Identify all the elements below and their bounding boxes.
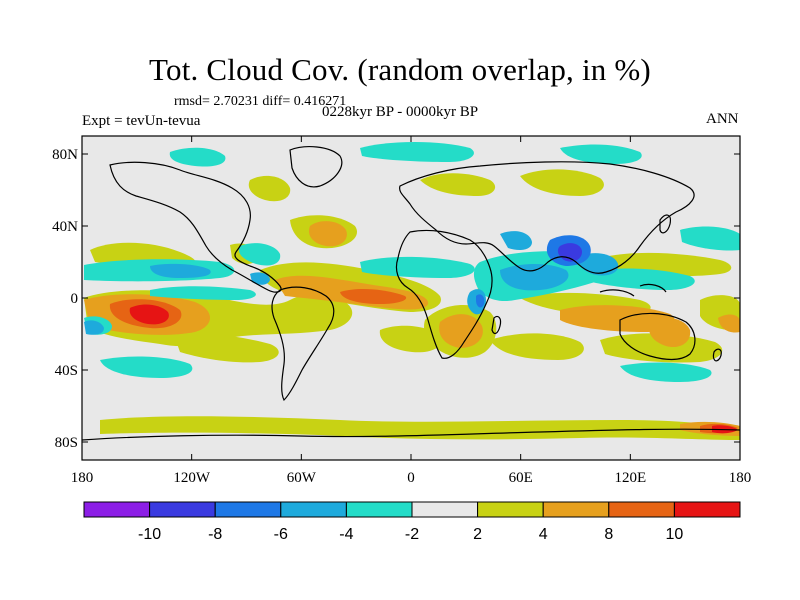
colorbar-swatch [477, 501, 544, 518]
contour-yellow-antarctic-band [100, 416, 740, 440]
contour-cyan-west-pacific [590, 268, 695, 290]
colorbar-swatch [411, 501, 479, 518]
experiment-label: Expt = tevUn-tevua [82, 113, 201, 129]
x-tick-label: 180 [71, 470, 94, 486]
contour-cyan-equatorial-pacific [150, 286, 256, 300]
coastline-antarctica [82, 428, 740, 441]
coastline-australia [619, 312, 696, 361]
colorbar-swatch [149, 501, 216, 518]
rmsd-diff-stats: rmsd= 2.70231 diff= 0.416271 [174, 94, 347, 109]
colorbar-label: 2 [473, 526, 482, 543]
contour-cyan-east-pacific-far [680, 226, 740, 251]
coastline-eurasia [399, 161, 695, 274]
x-tick-label: 60W [287, 470, 317, 486]
x-tick-label: 180 [729, 470, 752, 486]
coastline-north-america [109, 161, 282, 293]
contour-orange-south-indian [560, 305, 675, 332]
coastline-south-america [271, 286, 335, 402]
x-tick-label: 120W [173, 470, 211, 486]
colorbar-label: 10 [666, 526, 684, 543]
coastline-greenland [289, 146, 343, 188]
contour-cyan-arctic [169, 147, 226, 167]
colorbar-label: 4 [539, 526, 548, 543]
coastline-japan [659, 214, 671, 234]
contour-orange-north-atlantic [308, 221, 347, 247]
y-tick-label: 40N [52, 219, 78, 235]
contour-lightblue-indochina [578, 253, 619, 276]
contour-cyan-south-indian-sub [620, 362, 712, 382]
colorbar: -10 -8 -6 -4 -2 2 4 8 10 [83, 501, 741, 543]
colorbar-label: -2 [405, 526, 419, 543]
map-title: Tot. Cloud Cov. (random overlap, in %) [149, 52, 651, 87]
contour-lightblue-equatorial-pacific-tip [250, 272, 270, 285]
contour-yellow-siberia [520, 169, 604, 196]
colorbar-label: -4 [339, 526, 353, 543]
coastline-new-zealand [712, 348, 722, 362]
contour-lightblue-arabian-sea [500, 264, 569, 291]
contour-cyan-arctic-east [360, 142, 474, 162]
colorbar-swatch [214, 501, 282, 518]
colorbar-swatch [608, 501, 675, 518]
season-label: ANN [706, 111, 739, 127]
contour-darkorange-tropical-atlantic [340, 289, 407, 304]
coastline-africa [395, 229, 493, 359]
contour-red-central-pacific [129, 304, 169, 325]
contour-cyan-north-america [238, 243, 281, 266]
colorbar-swatch [345, 501, 413, 518]
colorbar-swatch [542, 501, 610, 518]
y-tick-label: 80S [55, 435, 78, 451]
contour-yellow-south-america-south [175, 334, 279, 363]
coastlines [82, 146, 740, 441]
y-tick-label: 40S [55, 363, 78, 379]
contour-orange-west-pacific-tip [718, 314, 740, 333]
contour-yellow-north-america [248, 175, 291, 202]
coastline-madagascar [491, 315, 502, 335]
contour-lightblue-south-pacific-west [84, 320, 104, 335]
y-tick-label: 80N [52, 147, 78, 163]
contour-yellow-south-indian [490, 333, 584, 360]
colorbar-swatch [673, 501, 741, 518]
contour-orange-australia [648, 317, 691, 348]
contour-orange-southern-africa [439, 314, 483, 348]
map-axes: 180 120W 60W 0 60E 120E 180 80N 40N 0 40S 80S [52, 136, 751, 486]
x-tick-label: 60E [509, 470, 533, 486]
colorbar-swatch [83, 501, 151, 518]
colorbar-label: -6 [274, 526, 288, 543]
contour-cyan-arctic-far-east [560, 144, 642, 164]
contour-blue-east-africa-spot [476, 294, 485, 308]
coastline-indonesia [599, 283, 667, 297]
contour-cyan-southern-ocean [100, 356, 193, 378]
y-tick-label: 0 [71, 291, 79, 307]
colorbar-label: -10 [138, 526, 161, 543]
contour-lightblue-indian-west [500, 231, 532, 250]
colorbar-label: 8 [604, 526, 613, 543]
contour-lightblue-north-pacific [150, 263, 211, 278]
contour-cyan-central-atlantic [360, 256, 475, 278]
x-tick-label: 120E [614, 470, 646, 486]
contour-yellow-australia-south [600, 333, 723, 363]
colorbar-swatch [280, 501, 347, 518]
colorbar-label: -8 [208, 526, 222, 543]
contour-fill-layer [82, 142, 740, 441]
contour-yellow-europe [420, 173, 496, 196]
time-period-label: 0228kyr BP - 0000kyr BP [322, 104, 479, 120]
x-tick-label: 0 [407, 470, 415, 486]
